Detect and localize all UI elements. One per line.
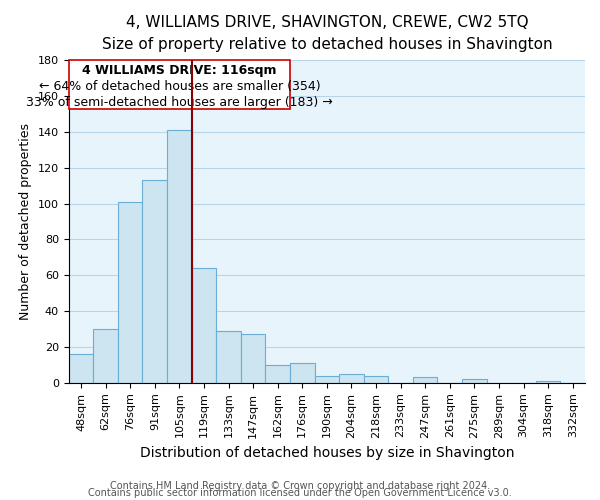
Bar (462, 379, 487, 383)
Text: Contains HM Land Registry data © Crown copyright and database right 2024.: Contains HM Land Registry data © Crown c… (110, 481, 490, 491)
Bar (265, 365, 290, 383)
Bar (241, 334, 265, 383)
X-axis label: Distribution of detached houses by size in Shavington: Distribution of detached houses by size … (140, 446, 514, 460)
Bar (339, 374, 364, 383)
Bar (290, 363, 314, 383)
Bar (413, 378, 437, 383)
Bar (314, 376, 339, 383)
Bar (216, 331, 241, 383)
Bar (167, 130, 191, 383)
Bar (142, 180, 167, 383)
Text: ← 64% of detached houses are smaller (354): ← 64% of detached houses are smaller (35… (38, 80, 320, 93)
Bar (94, 329, 118, 383)
Bar (69, 354, 94, 383)
FancyBboxPatch shape (69, 60, 290, 108)
Text: 33% of semi-detached houses are larger (183) →: 33% of semi-detached houses are larger (… (26, 96, 333, 109)
Text: 4 WILLIAMS DRIVE: 116sqm: 4 WILLIAMS DRIVE: 116sqm (82, 64, 277, 77)
Title: 4, WILLIAMS DRIVE, SHAVINGTON, CREWE, CW2 5TQ
Size of property relative to detac: 4, WILLIAMS DRIVE, SHAVINGTON, CREWE, CW… (101, 15, 552, 52)
Bar (536, 381, 560, 383)
Bar (191, 268, 216, 383)
Bar (118, 202, 142, 383)
Text: Contains public sector information licensed under the Open Government Licence v3: Contains public sector information licen… (88, 488, 512, 498)
Y-axis label: Number of detached properties: Number of detached properties (19, 123, 32, 320)
Bar (364, 376, 388, 383)
